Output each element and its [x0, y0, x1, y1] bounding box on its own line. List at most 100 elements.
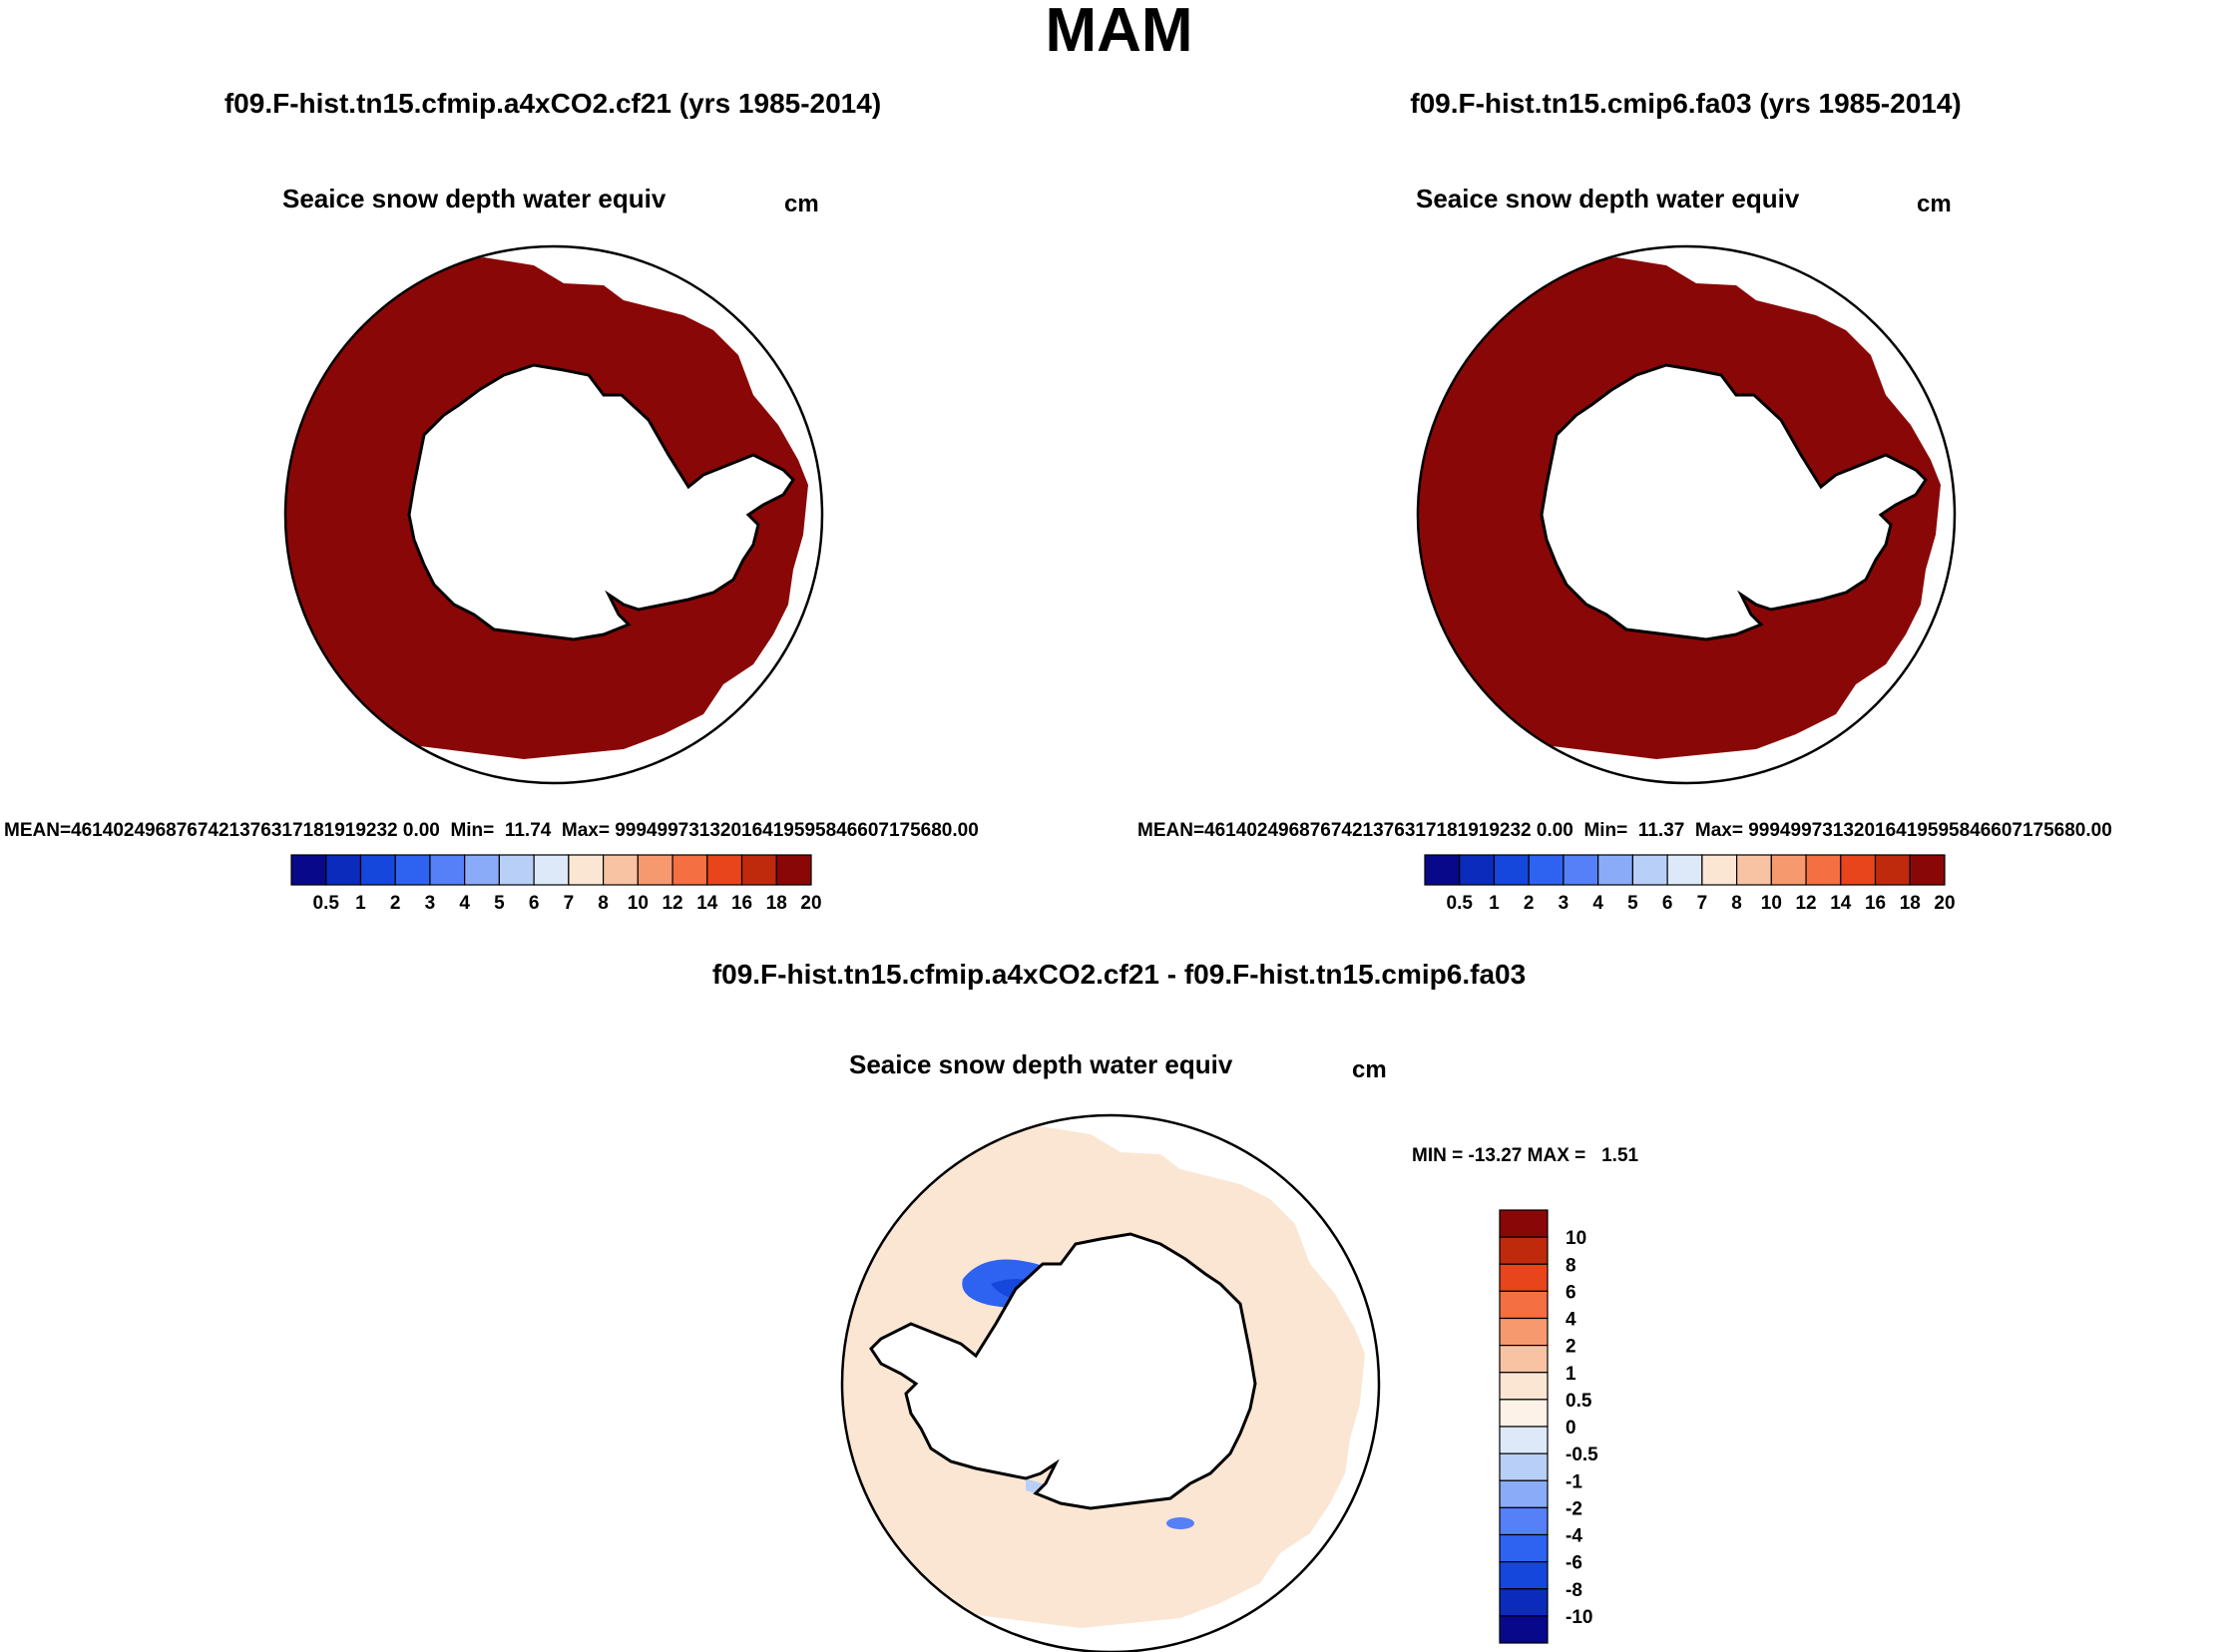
diff-variable-label: Seaice snow depth water equiv: [849, 1049, 1233, 1079]
diff-colorbar-tick-label: -10: [1566, 1607, 1592, 1628]
diff-colorbar-bin: [1499, 1615, 1549, 1644]
diff-map: [842, 1126, 1365, 1628]
panel-1-colorbar-bin: [602, 854, 639, 886]
diff-stats: MIN = -13.27 MAX = 1.51: [1412, 1145, 1638, 1167]
panel-1-colorbar-bin: [568, 854, 605, 886]
panel-2-colorbar-bin: [1701, 854, 1738, 886]
panel-2-max-value: 99949973132016419595846607175680.00: [1748, 820, 2112, 841]
panel-1-colorbar-bin: [706, 854, 743, 886]
diff-colorbar-bin: [1499, 1345, 1549, 1374]
panel-1-patch-0: [410, 814, 462, 832]
panel-1-colorbar-bin: [394, 854, 431, 886]
panel-1-colorbar-bin: [325, 854, 362, 886]
diff-colorbar-tick-label: 2: [1566, 1337, 1576, 1358]
panel-1-colorbar-tick-label: 6: [529, 893, 540, 914]
panel-2-colorbar-tick-label: 8: [1731, 893, 1742, 914]
diff-units-label: cm: [1352, 1056, 1387, 1083]
panel-2-stats: MEAN=4614024968767421376317181919232 0.0…: [1137, 820, 2112, 842]
panel-1-colorbar-tick-label: 2: [390, 893, 401, 914]
panel-2-colorbar-bin: [1424, 854, 1461, 886]
diff-colorbar-bin: [1499, 1426, 1549, 1454]
panel-1-min-value: 11.74: [504, 820, 552, 841]
diff-colorbar-bin: [1499, 1236, 1549, 1265]
panel-1-colorbar-tick-label: 7: [564, 893, 575, 914]
diff-colorbar-tick-label: 1: [1566, 1364, 1576, 1385]
panel-2-title: f09.F-hist.tn15.cmip6.fa03 (yrs 1985-201…: [1410, 88, 1962, 119]
panel-1-colorbar-bin: [740, 854, 777, 886]
diff-colorbar-tick-label: -1: [1566, 1471, 1582, 1492]
diff-colorbar-bin: [1499, 1452, 1549, 1481]
panel-2-colorbar-tick-label: 7: [1697, 893, 1708, 914]
panel-2-mean-label: MEAN=: [1137, 820, 1205, 841]
panel-2-variable-label: Seaice snow depth water equiv: [1416, 184, 1800, 213]
panel-1-colorbar-bin: [359, 854, 396, 886]
panel-2-colorbar-tick-label: 20: [1934, 893, 1955, 914]
diff-colorbar-tick-label: 10: [1566, 1228, 1586, 1249]
panel-1-colorbar-bin: [775, 854, 812, 886]
panel-1-title: f09.F-hist.tn15.cfmip.a4xCO2.cf21 (yrs 1…: [224, 88, 882, 119]
diff-colorbar-bin: [1499, 1317, 1549, 1347]
panel-2-colorbar-bin: [1770, 854, 1807, 886]
diff-map-boundary: [840, 1113, 1381, 1652]
panel-2-map: [1418, 257, 1941, 759]
diff-title: f09.F-hist.tn15.cfmip.a4xCO2.cf21 - f09.…: [711, 959, 1527, 990]
panel-2-colorbar-tick-label: 18: [1900, 893, 1921, 914]
panel-1-colorbar-bin: [498, 854, 535, 886]
panel-1-colorbar-bin: [290, 854, 327, 886]
panel-2-max-label: Max=: [1694, 820, 1743, 841]
diff-min-value: -13.27: [1468, 1145, 1523, 1166]
panel-1-colorbar-tick-label: 16: [731, 893, 752, 914]
panel-2-colorbar-tick-label: 0.5: [1447, 893, 1474, 914]
panel-1-mean-value: 4614024968767421376317181919232 0.00: [71, 820, 440, 841]
panel-2-colorbar-bin: [1840, 854, 1877, 886]
panel-2-colorbar-tick-label: 3: [1559, 893, 1569, 914]
panel-2-colorbar-tick-label: 6: [1662, 893, 1673, 914]
panel-1-colorbar-tick-label: 0.5: [313, 893, 340, 914]
panel-1-max-value: 99949973132016419595846607175680.00: [615, 820, 979, 841]
diff-colorbar-tick-label: 8: [1566, 1255, 1576, 1276]
diff-colorbar-tick-label: 4: [1566, 1310, 1576, 1331]
page-title: MAM: [1045, 0, 1193, 65]
panel-2-colorbar-tick-label: 10: [1761, 893, 1782, 914]
panel-2-colorbar-tick-label: 16: [1865, 893, 1886, 914]
diff-coastal-patch-east: [1166, 1517, 1194, 1529]
panel-2-colorbar-bin: [1528, 854, 1565, 886]
panel-1-colorbar-tick-label: 4: [459, 893, 470, 914]
panel-1-variable-label: Seaice snow depth water equiv: [282, 184, 667, 213]
diff-max-label: MAX =: [1527, 1145, 1586, 1166]
panel-1-colorbar-tick-label: 1: [355, 893, 366, 914]
panel-1-colorbar-tick-label: 5: [494, 893, 505, 914]
diff-colorbar-bin: [1499, 1479, 1549, 1508]
diff-colorbar-bin: [1499, 1561, 1549, 1590]
panel-2-colorbar-bin: [1666, 854, 1703, 886]
diff-colorbar-tick-label: 6: [1566, 1282, 1576, 1303]
panel-1-colorbar-bin: [533, 854, 570, 886]
panel-2-colorbar-tick-label: 14: [1830, 893, 1852, 914]
panel-2-colorbar-tick-label: 2: [1524, 893, 1535, 914]
diff-colorbar-tick-label: 0.5: [1566, 1391, 1592, 1412]
diff-colorbar-tick-label: -2: [1566, 1498, 1582, 1519]
panel-1-colorbar-bin: [429, 854, 466, 886]
panel-2-min-label: Min=: [1583, 820, 1628, 841]
panel-2-colorbar-bin: [1874, 854, 1911, 886]
panel-2-colorbar-bin: [1631, 854, 1668, 886]
panel-1-min-label: Min=: [450, 820, 495, 841]
panel-1-colorbar-tick-label: 20: [800, 893, 821, 914]
panel-2-colorbar-bin: [1493, 854, 1530, 886]
diff-colorbar-bin: [1499, 1399, 1549, 1428]
diff-colorbar-tick-label: -6: [1566, 1553, 1582, 1574]
diff-colorbar-bin: [1499, 1372, 1549, 1401]
diff-colorbar-tick-label: 0: [1566, 1418, 1576, 1439]
diff-colorbar-bin: [1499, 1506, 1549, 1536]
panel-2-colorbar-bin: [1909, 854, 1946, 886]
panel-2-colorbar-bin: [1563, 854, 1599, 886]
diff-colorbar-tick-label: -8: [1566, 1580, 1582, 1601]
panel-2-colorbar-tick-label: 5: [1627, 893, 1638, 914]
panel-1-colorbar-bin: [671, 854, 708, 886]
panel-2-colorbar-tick-label: 4: [1592, 893, 1603, 914]
panel-2-units-label: cm: [1917, 191, 1952, 217]
diff-colorbar-bin: [1499, 1533, 1549, 1563]
panel-2-colorbar-tick-label: 1: [1489, 893, 1500, 914]
panel-1-colorbar-tick-label: 8: [598, 893, 609, 914]
